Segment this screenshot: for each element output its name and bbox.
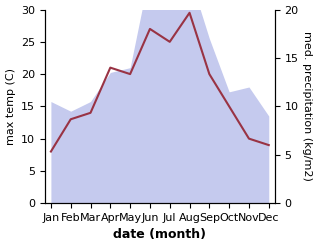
X-axis label: date (month): date (month) <box>113 228 206 242</box>
Y-axis label: max temp (C): max temp (C) <box>5 68 16 145</box>
Y-axis label: med. precipitation (kg/m2): med. precipitation (kg/m2) <box>302 31 313 181</box>
